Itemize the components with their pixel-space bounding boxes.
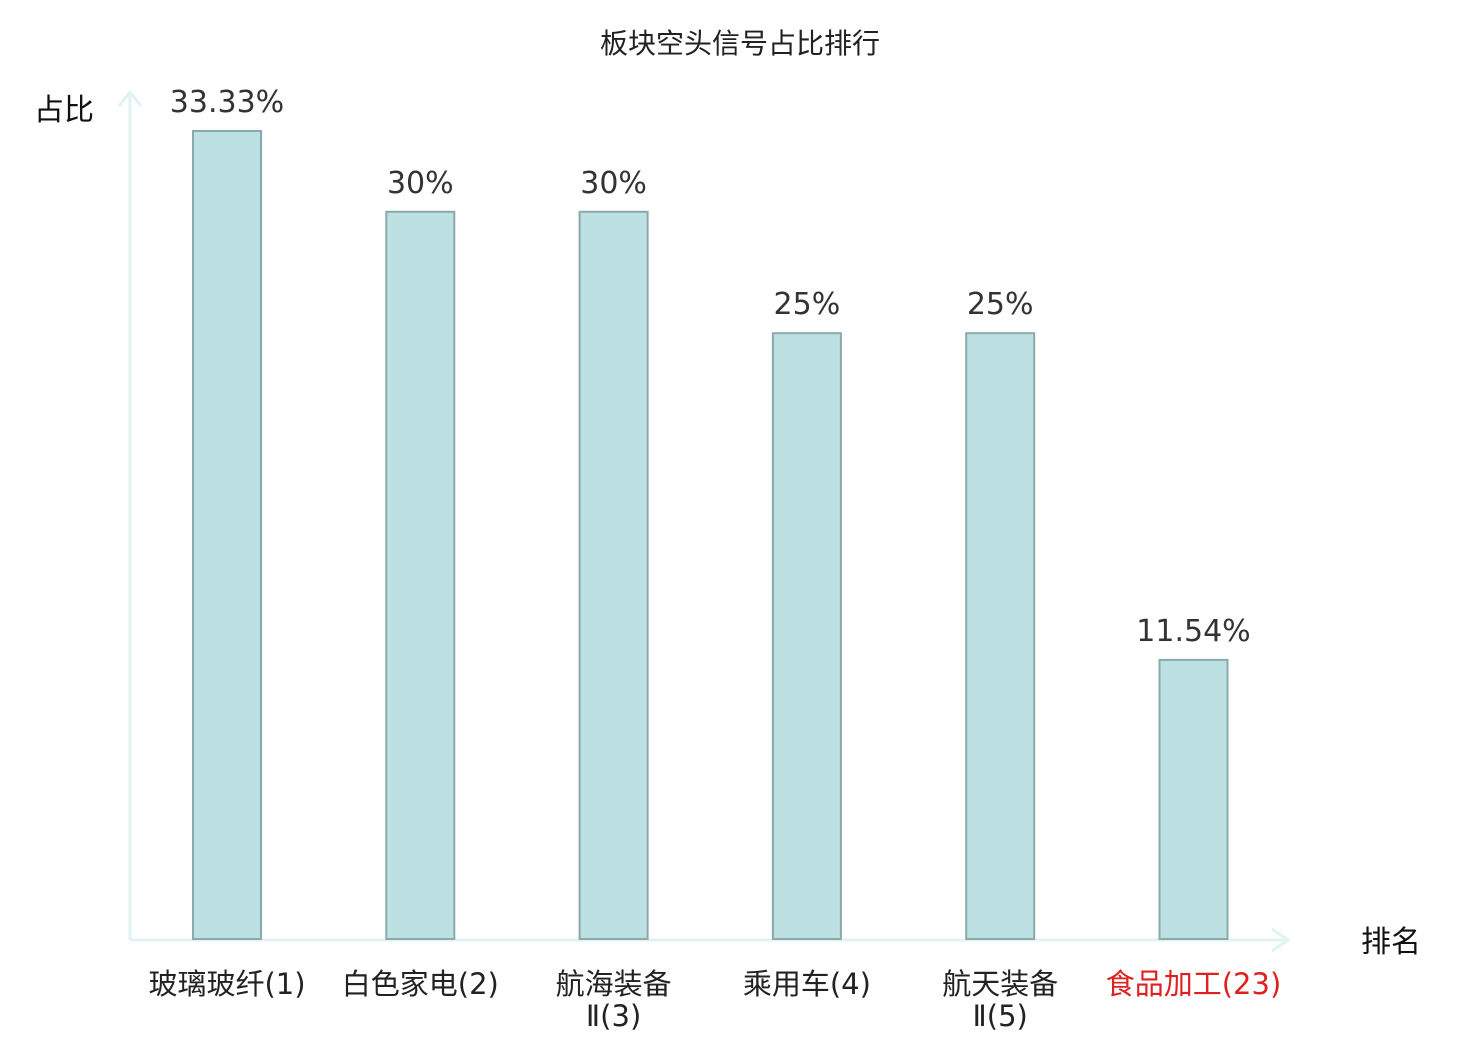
y-axis: 占比 — [34, 89, 143, 940]
y-axis-label: 占比 — [34, 93, 94, 128]
value-label-3: 30% — [580, 166, 647, 201]
chart-title: 板块空头信号占比排行 — [600, 27, 880, 60]
category-label-4: 乘用车(4) — [743, 967, 871, 1001]
category-label-line: Ⅱ(5) — [973, 999, 1028, 1033]
category-label-line: 航海装备 — [556, 967, 672, 1001]
category-label-line: 食品加工(23) — [1106, 967, 1282, 1001]
value-label-4: 25% — [774, 287, 841, 322]
category-label-line: 玻璃玻纤(1) — [148, 967, 305, 1001]
category-label-line: 航天装备 — [942, 967, 1058, 1001]
value-label-5: 25% — [967, 287, 1034, 322]
x-axis: 排名 — [130, 925, 1421, 960]
bar-3 — [578, 210, 649, 941]
category-label-5: 航天装备 Ⅱ(5) — [942, 967, 1058, 1033]
category-label-3: 航海装备 Ⅱ(3) — [556, 967, 672, 1033]
bar-2 — [385, 210, 456, 941]
category-label-line: Ⅱ(3) — [586, 999, 641, 1033]
bar-4 — [771, 332, 842, 940]
category-label-2: 白色家电(2) — [342, 967, 499, 1001]
bar-5 — [965, 332, 1036, 940]
category-labels: 玻璃玻纤(1) 白色家电(2) 航海装备 Ⅱ(3) 乘用车(4) 航天装备 Ⅱ(5) 食品加工… — [148, 967, 1281, 1033]
x-axis-label: 排名 — [1361, 925, 1421, 960]
bar-6 — [1158, 658, 1229, 941]
bar-1 — [192, 130, 262, 940]
y-axis-arrow — [117, 89, 143, 107]
value-label-2: 30% — [387, 166, 454, 201]
category-label-1: 玻璃玻纤(1) — [148, 967, 305, 1001]
value-label-1: 33.33% — [170, 85, 284, 120]
category-label-line: 乘用车(4) — [743, 967, 871, 1001]
x-axis-arrow — [1271, 927, 1291, 953]
value-labels: 33.33% 30% 30% 25% 25% 11.54% — [170, 85, 1251, 649]
bars — [192, 130, 1229, 941]
category-label-line: 白色家电(2) — [342, 967, 499, 1001]
value-label-6: 11.54% — [1136, 614, 1250, 649]
category-label-6: 食品加工(23) — [1106, 967, 1282, 1001]
